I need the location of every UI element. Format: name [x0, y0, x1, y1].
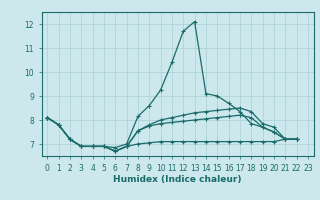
X-axis label: Humidex (Indice chaleur): Humidex (Indice chaleur): [113, 175, 242, 184]
